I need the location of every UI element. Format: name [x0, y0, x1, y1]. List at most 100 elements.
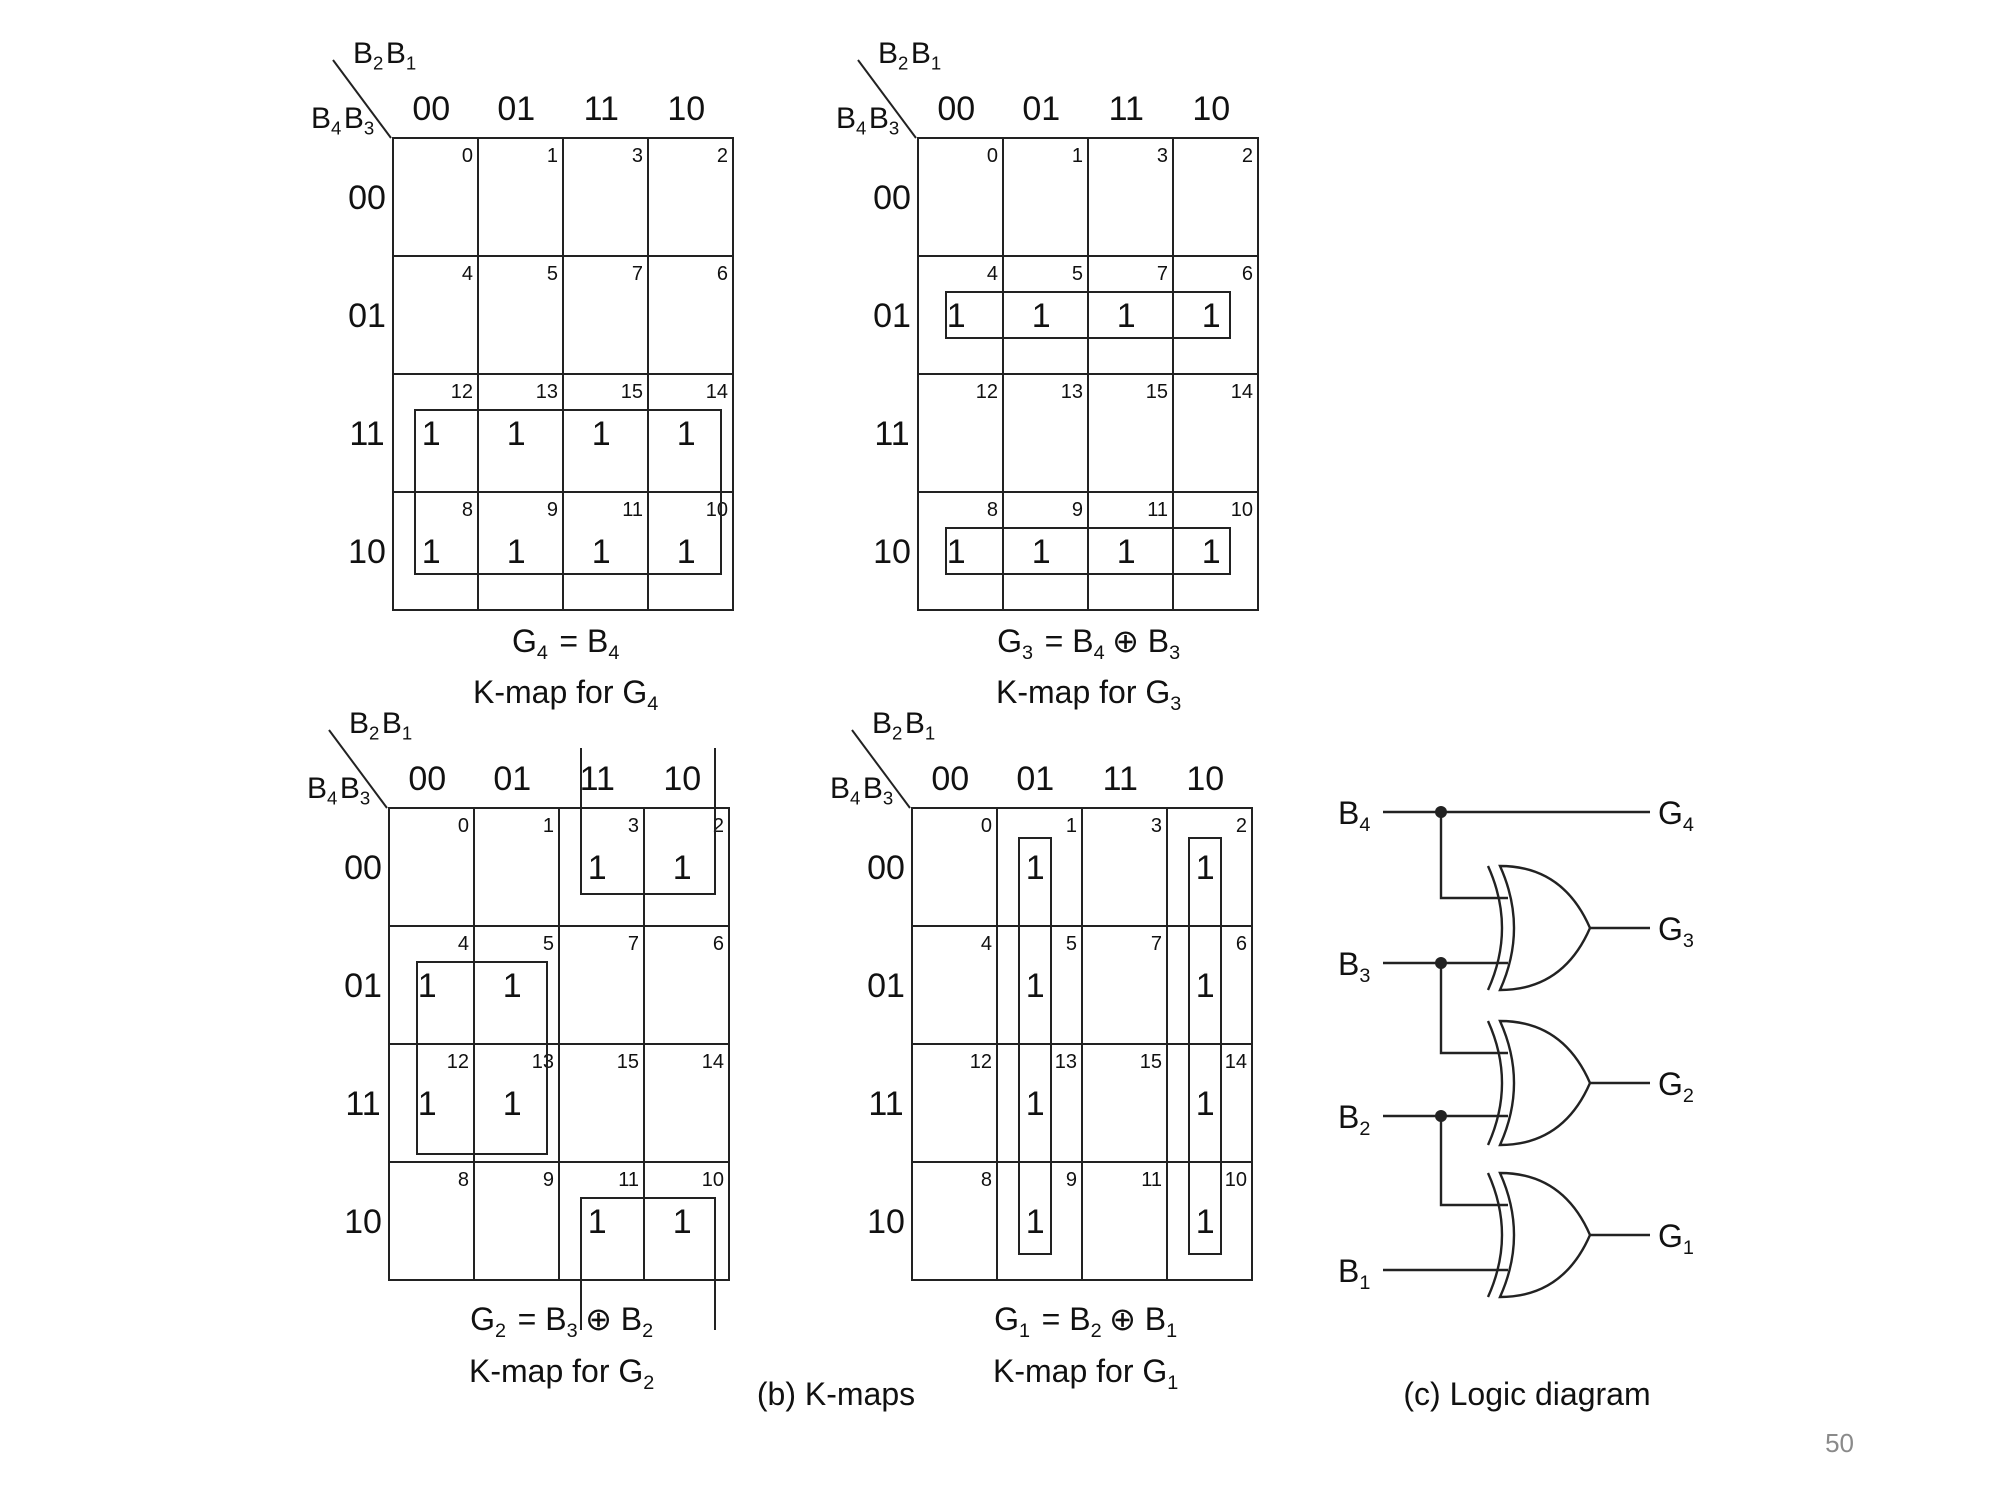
- kmap-cell-number: 5: [1066, 933, 1077, 955]
- kmap-one-value: 1: [1196, 1203, 1215, 1241]
- kmap-cell-number: 2: [713, 815, 724, 837]
- kmap-one-value: 1: [1196, 967, 1215, 1005]
- kmap-row-header: 01: [867, 967, 905, 1005]
- logic-input-label-B3: B3: [1338, 946, 1373, 987]
- kmap-cell-number: 0: [981, 815, 992, 837]
- kmap-cell-number: 13: [536, 381, 558, 403]
- logic-branch-wire: [1439, 963, 1508, 1055]
- kmap-cell-number: 6: [713, 933, 724, 955]
- kmap-col-header: 11: [580, 760, 615, 798]
- kmap-row-header: 11: [874, 415, 909, 453]
- kmap-one-value: 1: [673, 1203, 692, 1241]
- kmap-cell-number: 13: [532, 1051, 554, 1073]
- kmap-row-header: 00: [873, 179, 911, 217]
- kmap-row-header: 00: [348, 179, 386, 217]
- kmap-cell-number: 8: [987, 499, 998, 521]
- logic-output-label-G2: G2: [1658, 1066, 1697, 1107]
- kmap-one-value: 1: [1032, 297, 1051, 335]
- kmap-cell-number: 13: [1061, 381, 1083, 403]
- kmap-one-value: 1: [677, 415, 696, 453]
- kmap-cell-number: 10: [702, 1169, 724, 1191]
- kmap-caption: K-map for G3: [996, 674, 1184, 715]
- kmap-cell-number: 9: [1066, 1169, 1077, 1191]
- kmap-col-header: 00: [412, 90, 450, 128]
- kmap-cell-number: 5: [1072, 263, 1083, 285]
- kmap-cell-number: 4: [981, 933, 992, 955]
- logic-input-label-B1: B1: [1338, 1253, 1373, 1294]
- kmap-col-variables: B2 B1: [878, 37, 944, 74]
- kmap-cell-number: 11: [1147, 499, 1168, 521]
- logic-diagram-caption: (c) Logic diagram: [1403, 1376, 1650, 1412]
- kmap-one-value: 1: [418, 1085, 437, 1123]
- kmap-corner-diagonal: [857, 59, 917, 139]
- kmap-cell-number: 13: [1055, 1051, 1077, 1073]
- xor-gate-back-arc: [1486, 1172, 1504, 1298]
- kmap-one-value: 1: [592, 415, 611, 453]
- kmap-one-value: 1: [418, 967, 437, 1005]
- kmap-one-value: 1: [947, 297, 966, 335]
- kmap-one-value: 1: [1026, 849, 1045, 887]
- kmap-cell-number: 10: [1225, 1169, 1247, 1191]
- kmap-cell-number: 5: [543, 933, 554, 955]
- kmap-cell-number: 4: [987, 263, 998, 285]
- kmaps-caption: (b) K-maps: [757, 1376, 915, 1412]
- kmap-one-value: 1: [673, 849, 692, 887]
- kmap-cell-number: 3: [632, 145, 643, 167]
- kmap-col-variables: B2 B1: [353, 37, 419, 74]
- kmap-row-header: 11: [868, 1085, 903, 1123]
- kmap-cell-number: 1: [1072, 145, 1083, 167]
- kmap-cell-number: 3: [1151, 815, 1162, 837]
- kmap-one-value: 1: [507, 533, 526, 571]
- kmap-cell-number: 1: [1066, 815, 1077, 837]
- kmap-cell-number: 0: [987, 145, 998, 167]
- kmap-cell-number: 9: [1072, 499, 1083, 521]
- kmap-cell-number: 3: [1157, 145, 1168, 167]
- kmap-one-value: 1: [1117, 533, 1136, 571]
- kmap-equation: G4 = B4: [512, 623, 622, 664]
- xor-gate-body: [1498, 864, 1592, 992]
- kmap-row-header: 01: [344, 967, 382, 1005]
- kmap-col-header: 01: [493, 760, 531, 798]
- page-number: 50: [1825, 1428, 1854, 1458]
- kmap-caption: K-map for G2: [469, 1353, 657, 1394]
- kmap-row-variables: B4 B3: [311, 102, 377, 139]
- kmap-one-value: 1: [1196, 1085, 1215, 1123]
- kmap-one-value: 1: [1026, 1085, 1045, 1123]
- kmap-cell-number: 6: [717, 263, 728, 285]
- logic-output-label-G3: G3: [1658, 911, 1697, 952]
- kmap-cell-number: 0: [458, 815, 469, 837]
- kmap-caption: K-map for G1: [993, 1353, 1181, 1394]
- kmap-cell-number: 14: [1231, 381, 1253, 403]
- kmap-one-value: 1: [503, 1085, 522, 1123]
- kmap-row-variables: B4 B3: [836, 102, 902, 139]
- kmap-cell-number: 5: [547, 263, 558, 285]
- logic-branch-wire: [1439, 812, 1508, 900]
- kmap-row-header: 10: [867, 1203, 905, 1241]
- kmap-cell-number: 15: [1146, 381, 1168, 403]
- kmap-corner-diagonal: [332, 59, 392, 139]
- kmap-row-header: 11: [349, 415, 384, 453]
- kmap-row-variables: B4 B3: [307, 772, 373, 809]
- kmap-group-box: [1188, 837, 1222, 1255]
- kmap-one-value: 1: [422, 415, 441, 453]
- kmap-col-header: 01: [497, 90, 535, 128]
- kmap-col-header: 10: [1192, 90, 1230, 128]
- kmap-row-variables: B4 B3: [830, 772, 896, 809]
- xor-gate-3: [1486, 1171, 1592, 1299]
- kmap-cell-number: 15: [617, 1051, 639, 1073]
- kmap-cell-number: 8: [981, 1169, 992, 1191]
- kmap-cell-number: 11: [1141, 1169, 1162, 1191]
- kmap-one-value: 1: [1202, 297, 1221, 335]
- kmap-col-variables: B2 B1: [349, 707, 415, 744]
- kmap-row-header: 10: [348, 533, 386, 571]
- kmap-one-value: 1: [503, 967, 522, 1005]
- kmap-cell-number: 2: [717, 145, 728, 167]
- kmap-equation: G2 = B3 ⊕ B2: [470, 1301, 656, 1342]
- kmap-cell-number: 0: [462, 145, 473, 167]
- kmap-group-box: [945, 527, 1231, 575]
- logic-diagram: B4 B3 B2 B1 G4 G3 G2 G1: [1338, 795, 1697, 1299]
